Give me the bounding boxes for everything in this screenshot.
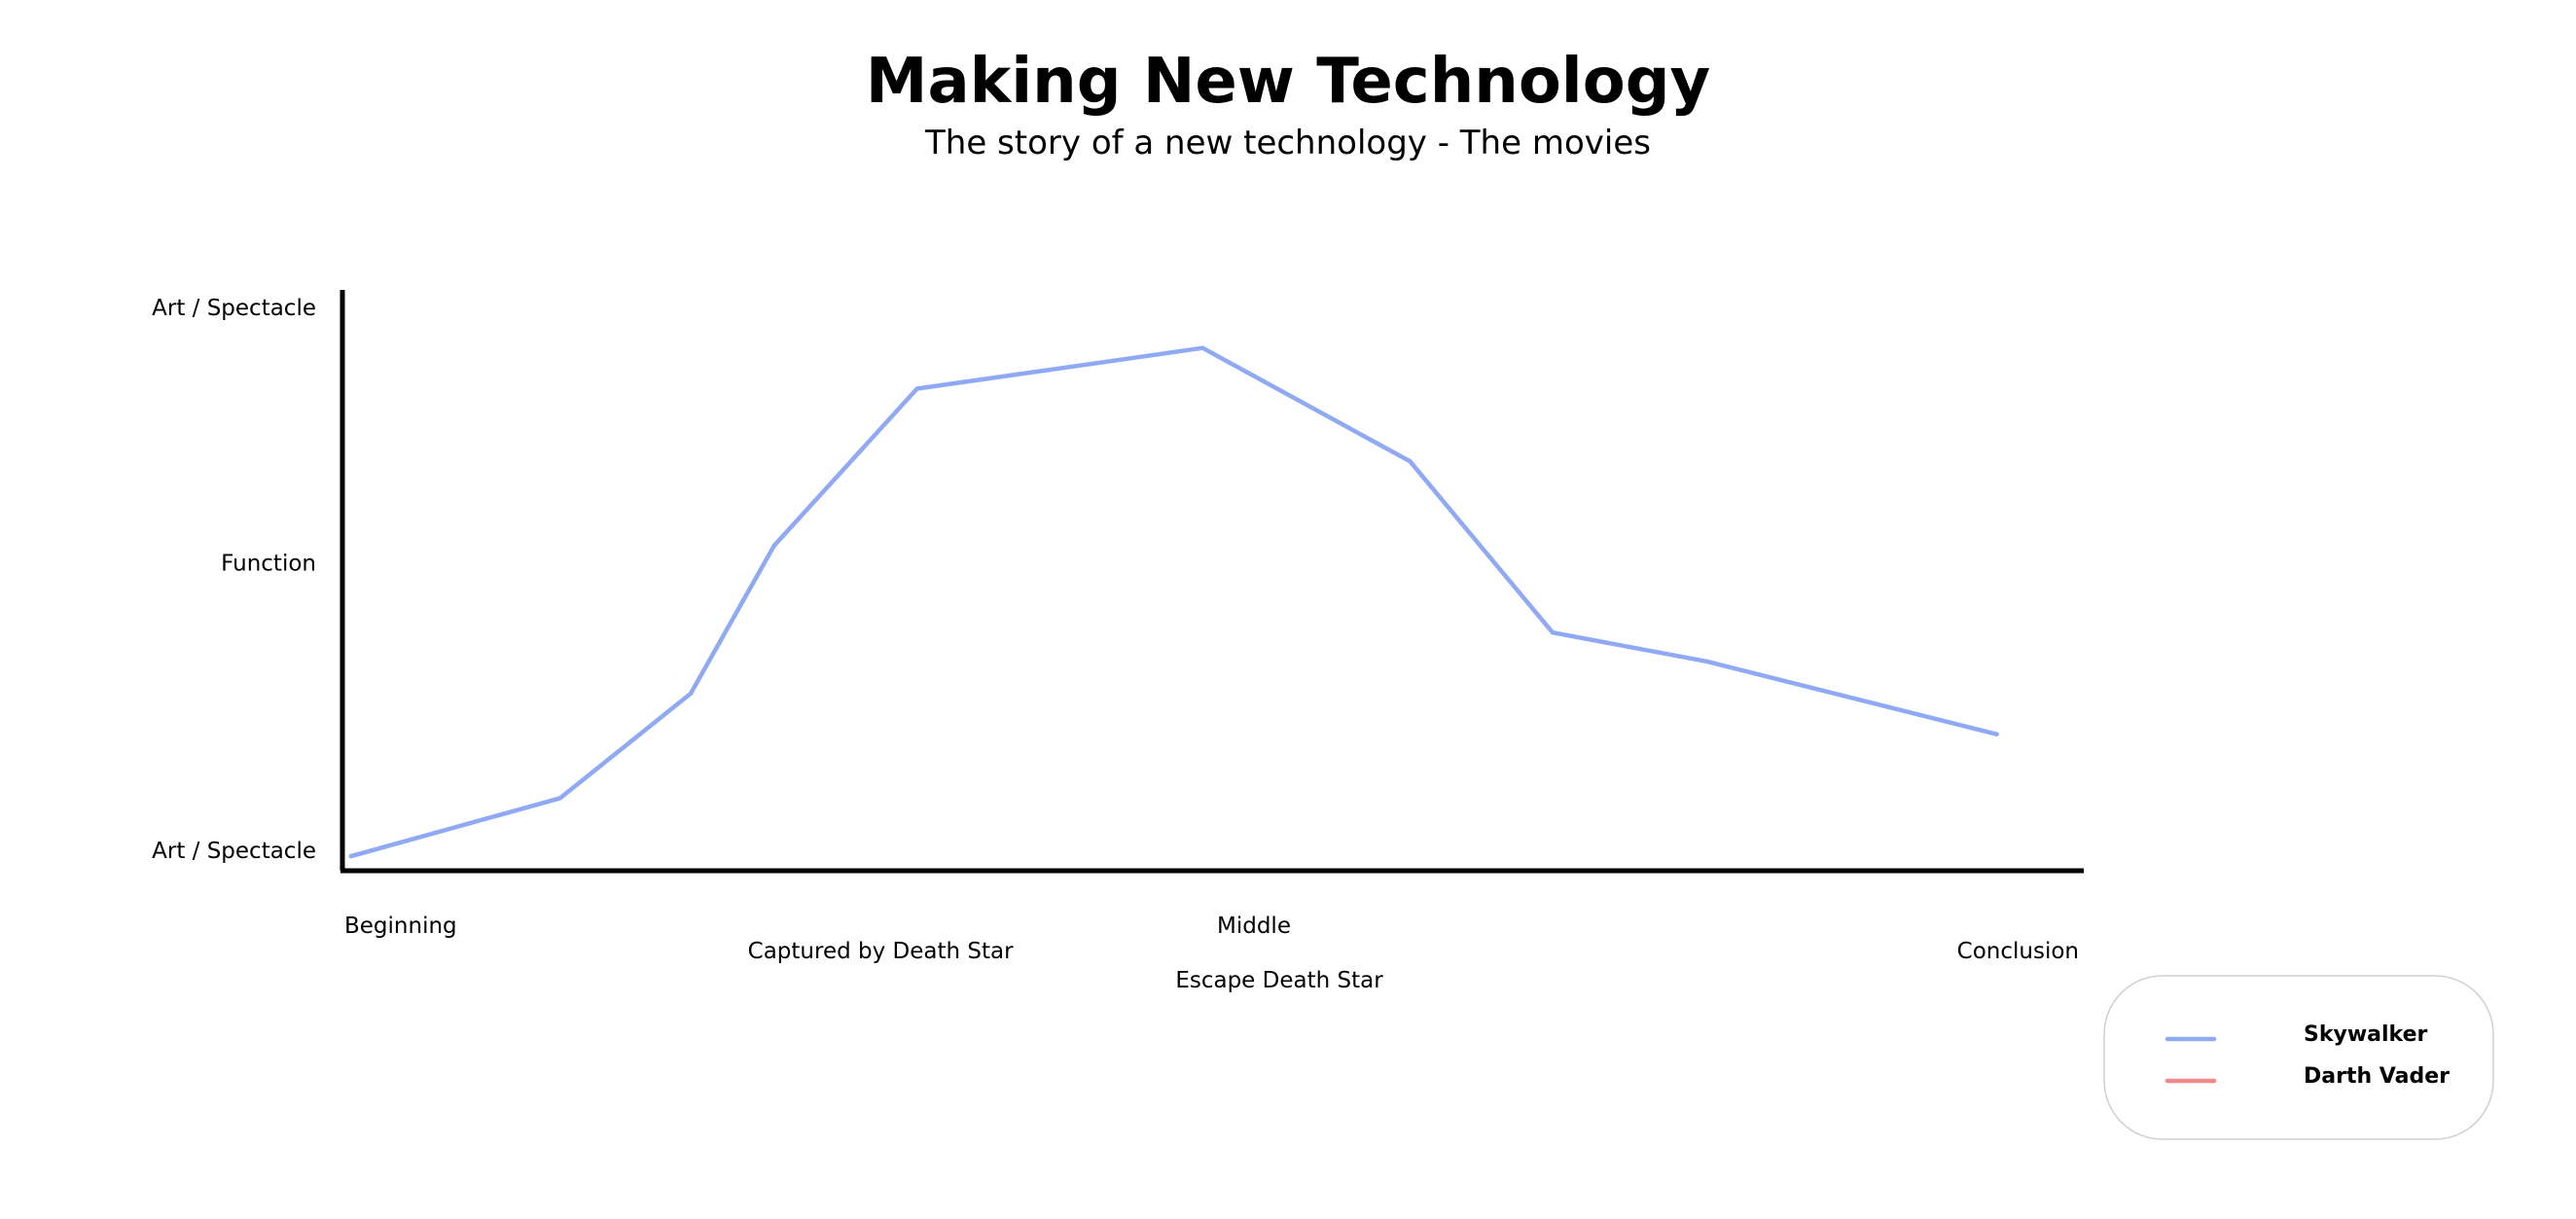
data-point (1408, 458, 1413, 464)
data-point (1550, 630, 1556, 635)
data-point (348, 853, 354, 859)
plot-area: Art / Spectacle Function Art / Spectacle B… (152, 290, 2084, 993)
legend: Skywalker Darth Vader (2103, 975, 2494, 1140)
series-layer (348, 345, 1999, 859)
data-point (688, 691, 694, 697)
legend-label: Skywalker (2304, 1022, 2427, 1047)
legend-box (2103, 975, 2494, 1140)
y-tick-label: Art / Spectacle (152, 296, 316, 321)
data-point (557, 796, 562, 801)
chart-title: Making New Technology (866, 46, 1710, 118)
x-tick-label: Middle (1217, 914, 1291, 939)
x-tick-label: Beginning (344, 914, 457, 939)
data-point (1200, 345, 1205, 350)
data-point (1994, 732, 1999, 736)
data-point (1705, 659, 1710, 664)
legend-items: Skywalker Darth Vader (2165, 1022, 2450, 1089)
y-tick-label: Art / Spectacle (152, 839, 316, 864)
series-line-skywalker (348, 345, 1999, 859)
chart-subtitle: The story of a new technology - The movi… (924, 124, 1651, 162)
legend-label: Darth Vader (2304, 1064, 2450, 1089)
x-tick-label: Conclusion (1957, 939, 2079, 964)
y-tick-labels: Art / Spectacle Function Art / Spectacle (152, 296, 316, 864)
x-tick-labels: Beginning Captured by Death Star Middle Esc… (344, 914, 2079, 993)
data-point (914, 386, 919, 391)
y-tick-label: Function (221, 552, 316, 577)
x-tick-label: Escape Death Star (1175, 968, 1383, 993)
data-point (771, 543, 777, 548)
x-tick-label: Captured by Death Star (748, 939, 1014, 964)
